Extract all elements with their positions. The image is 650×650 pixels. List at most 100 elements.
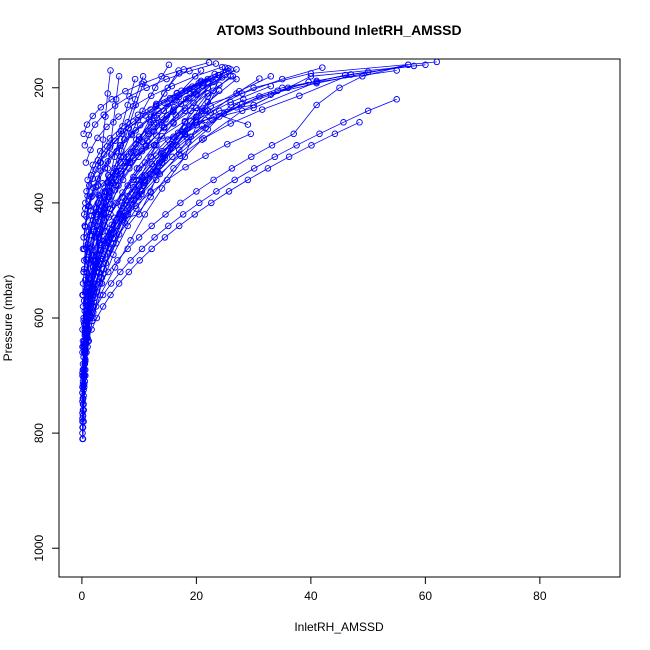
data-point [359, 73, 366, 80]
data-point [319, 64, 326, 71]
data-point [85, 303, 93, 310]
data-point [87, 207, 94, 215]
data-point [109, 235, 117, 242]
data-point [216, 107, 223, 115]
data-point [132, 202, 139, 210]
data-point [274, 87, 281, 94]
data-point [100, 111, 107, 119]
data-point [115, 73, 123, 80]
data-point [107, 280, 115, 287]
data-point [305, 78, 312, 86]
data-point [97, 159, 105, 166]
data-point [106, 135, 114, 142]
data-point [296, 92, 303, 100]
data-point [124, 182, 131, 189]
data-point [82, 159, 90, 166]
series-line [82, 125, 203, 399]
data-point [87, 193, 95, 201]
data-point [164, 84, 172, 92]
data-point [83, 326, 90, 333]
data-point [193, 104, 200, 112]
data-point [125, 268, 133, 276]
data-point [119, 176, 127, 184]
data-point [119, 189, 126, 196]
data-point [185, 139, 192, 146]
data-point [87, 274, 95, 281]
data-point [229, 73, 237, 80]
x-tick-label: 0 [79, 589, 86, 603]
data-point [87, 314, 94, 322]
series-56 [92, 70, 183, 218]
data-point [148, 245, 155, 253]
data-point [181, 130, 189, 138]
data-point [115, 182, 122, 189]
data-point [404, 61, 412, 69]
data-point [147, 189, 154, 196]
chart-title: ATOM3 Southbound InletRH_AMSSD [216, 22, 461, 38]
data-point [178, 87, 185, 94]
data-point [80, 372, 87, 379]
data-point [115, 113, 122, 120]
data-point [163, 176, 171, 184]
data-point [148, 222, 155, 230]
data-point [97, 208, 105, 215]
data-point [220, 110, 228, 117]
data-point [196, 199, 203, 207]
series-57 [95, 78, 212, 241]
x-axis: 0 20 40 60 80 [79, 576, 547, 603]
data-point [240, 96, 247, 103]
data-point [197, 78, 205, 86]
data-point [147, 119, 154, 126]
data-point [95, 192, 103, 200]
series-line [83, 62, 210, 134]
data-point [236, 87, 243, 95]
data-point [122, 212, 130, 219]
data-point [151, 234, 158, 241]
data-point [116, 211, 123, 218]
data-point [83, 334, 90, 342]
data-point [148, 160, 155, 168]
data-point [214, 71, 222, 79]
data-point [136, 257, 143, 264]
series-line [98, 81, 209, 238]
y-axis: 200 400 600 800 1000 [32, 77, 60, 562]
series-line [84, 121, 360, 353]
data-point [161, 152, 168, 159]
series-line [83, 70, 202, 273]
series-55 [81, 119, 363, 356]
series-line [82, 70, 397, 388]
data-point [81, 222, 89, 230]
data-point [99, 303, 107, 310]
data-point [210, 176, 217, 184]
data-point [91, 121, 99, 128]
data-point [224, 140, 231, 148]
data-point [127, 196, 135, 204]
data-point [140, 182, 147, 189]
data-point [84, 176, 91, 184]
data-point [228, 165, 236, 172]
data-point [141, 159, 149, 166]
data-point [258, 106, 266, 113]
data-point [147, 92, 155, 100]
data-point [96, 147, 104, 155]
data-point [158, 73, 165, 80]
data-point [81, 349, 89, 356]
data-point [107, 291, 114, 299]
data-point [182, 87, 190, 94]
data-point [80, 268, 87, 276]
data-point [207, 102, 214, 110]
data-point [200, 135, 208, 142]
data-point [88, 192, 96, 200]
y-tick-label: 200 [32, 77, 46, 97]
data-point [117, 153, 125, 161]
series-line [95, 73, 180, 215]
y-tick-label: 1000 [32, 535, 46, 562]
y-tick-label: 600 [32, 308, 46, 328]
data-point [131, 96, 139, 103]
data-point [124, 245, 131, 253]
data-point [181, 107, 189, 115]
data-point [212, 60, 220, 67]
data-point [92, 166, 99, 173]
data-point [208, 199, 215, 207]
data-point [163, 75, 170, 83]
